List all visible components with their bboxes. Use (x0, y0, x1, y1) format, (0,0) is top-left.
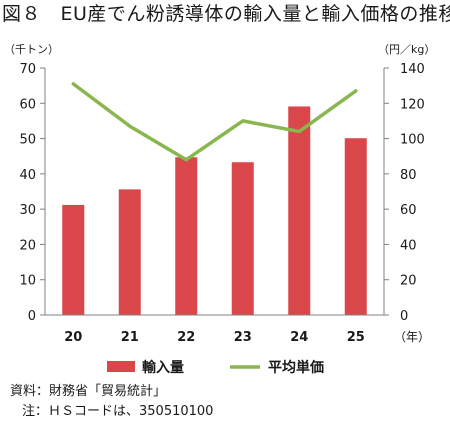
left-tick-label: 0 (28, 309, 36, 324)
left-tick-label: 50 (19, 133, 36, 148)
bar-series-輸入量 (62, 106, 367, 315)
x-tick-label: 24 (290, 330, 308, 345)
hs-code-note: 注：ＨＳコードは、350510100 (22, 404, 214, 419)
right-tick-label: 60 (400, 203, 417, 218)
legend-swatch-bar (107, 361, 135, 372)
x-tick-label: 21 (121, 330, 139, 345)
combo-chart: （千トン） （円／kg） 0 10 20 30 40 50 60 70 0 20 40 60 80 10… (4, 43, 435, 376)
legend-label-line: 平均単価 (268, 359, 324, 376)
right-axis-ticks: 0 20 40 60 80 100 120 140 (384, 62, 425, 324)
left-tick-label: 70 (19, 62, 36, 77)
left-axis-ticks: 0 10 20 30 40 50 60 70 (19, 62, 45, 324)
bar-25 (344, 138, 367, 315)
x-tick-label: 20 (64, 330, 82, 345)
bar-22 (175, 157, 198, 315)
left-tick-label: 30 (19, 203, 36, 218)
left-tick-label: 20 (19, 238, 36, 253)
x-tick-label: 22 (177, 330, 195, 345)
x-axis-ticks: 20 21 22 23 24 25 (64, 330, 365, 345)
left-tick-label: 60 (19, 97, 36, 112)
legend-label-bar: 輸入量 (142, 359, 184, 376)
bar-20 (62, 204, 85, 315)
x-axis-unit: （年） (394, 330, 430, 344)
right-tick-label: 140 (400, 62, 425, 77)
right-axis-unit: （円／kg） (378, 43, 435, 56)
bar-24 (288, 106, 311, 315)
right-tick-label: 120 (400, 97, 425, 112)
left-axis-unit: （千トン） (4, 43, 59, 56)
source-note: 資料：財務省「貿易統計」 (10, 384, 167, 399)
right-tick-label: 80 (400, 168, 417, 183)
x-tick-label: 23 (234, 330, 252, 345)
right-tick-label: 0 (400, 309, 408, 324)
bar-23 (231, 162, 254, 315)
legend: 輸入量 平均単価 (107, 359, 324, 376)
line-series-平均単価 (71, 82, 358, 162)
right-tick-label: 20 (400, 274, 417, 289)
chart-title: 図８ EU産でん粉誘導体の輸入量と輸入価格の推移 (2, 3, 450, 25)
left-tick-label: 10 (19, 274, 36, 289)
right-tick-label: 100 (400, 133, 425, 148)
left-tick-label: 40 (19, 168, 36, 183)
bar-21 (118, 189, 141, 315)
x-tick-label: 25 (347, 330, 365, 345)
right-tick-label: 40 (400, 238, 417, 253)
line-平均単価 (71, 82, 358, 162)
